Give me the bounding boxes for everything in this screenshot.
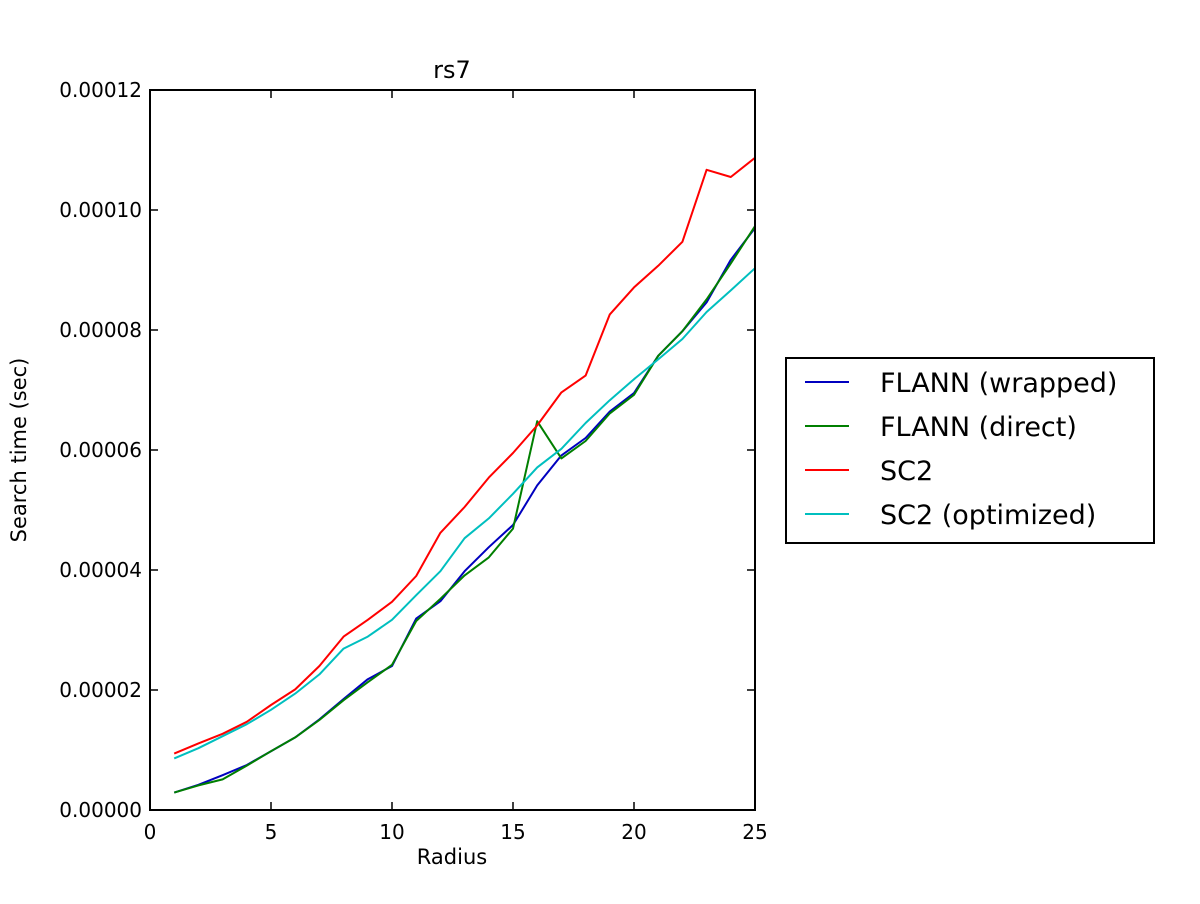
legend-label-sc2: SC2: [880, 456, 933, 487]
y-tick-label: 0.00004: [59, 558, 142, 582]
x-tick-label: 0: [144, 820, 157, 844]
x-tick-label: 15: [500, 820, 525, 844]
series-line-flann-direct: [173, 225, 756, 794]
legend-label-flann-direct: FLANN (direct): [880, 412, 1077, 443]
x-tick-label: 5: [265, 820, 278, 844]
legend: FLANN (wrapped) FLANN (direct) SC2 SC2 (…: [785, 357, 1155, 544]
series-layer: [173, 157, 756, 794]
series-line-sc2: [173, 157, 756, 755]
y-tick-label: 0.00006: [59, 438, 142, 462]
series-line-sc2-optimized: [173, 267, 756, 760]
x-tick-label: 20: [621, 820, 646, 844]
legend-label-sc2-optimized: SC2 (optimized): [880, 500, 1096, 531]
legend-label-flann-wrapped: FLANN (wrapped): [880, 368, 1117, 399]
chart-title: rs7: [433, 56, 471, 84]
tick-layer: 0 5 10 15 20 25 0.00000 0.00002 0.00004 0.00006 0.…: [59, 78, 767, 844]
y-tick-label: 0.00008: [59, 318, 142, 342]
y-tick-label: 0.00002: [59, 678, 142, 702]
x-tick-label: 25: [742, 820, 767, 844]
x-tick-label: 10: [379, 820, 404, 844]
legend-frame: [785, 357, 1155, 544]
y-tick-label: 0.00000: [59, 798, 142, 822]
y-tick-label: 0.00012: [59, 78, 142, 102]
y-axis-label: Search time (sec): [7, 358, 31, 543]
y-tick-label: 0.00010: [59, 198, 142, 222]
x-axis-label: Radius: [417, 845, 487, 869]
